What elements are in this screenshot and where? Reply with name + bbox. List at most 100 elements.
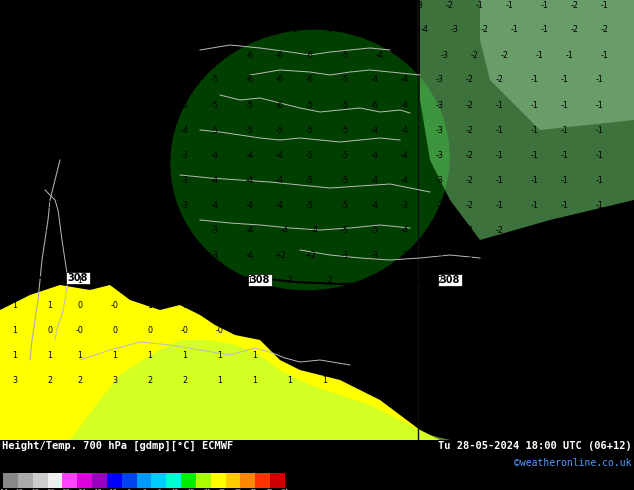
Text: -1: -1 xyxy=(146,275,154,285)
Text: -3: -3 xyxy=(436,125,444,134)
Text: -5: -5 xyxy=(211,50,219,59)
Text: -6: -6 xyxy=(191,0,199,9)
Text: -2: -2 xyxy=(356,325,364,335)
Text: -2: -2 xyxy=(571,25,579,34)
Text: -1: -1 xyxy=(596,225,604,235)
Text: -1: -1 xyxy=(531,150,539,160)
Text: -0: -0 xyxy=(496,350,504,360)
Text: -2: -2 xyxy=(46,125,54,134)
Text: -0: -0 xyxy=(211,300,219,310)
Bar xyxy=(92,473,107,488)
Text: -1: -1 xyxy=(566,300,574,310)
Text: -2: -2 xyxy=(146,225,154,235)
Text: -5: -5 xyxy=(341,50,349,59)
Text: -4: -4 xyxy=(401,125,409,134)
Text: 3: 3 xyxy=(112,375,117,385)
Text: +2: +2 xyxy=(274,250,286,260)
Text: -4: -4 xyxy=(376,50,384,59)
Text: -5: -5 xyxy=(341,200,349,210)
Text: -1: -1 xyxy=(76,275,84,285)
Text: -5: -5 xyxy=(306,125,314,134)
Text: -2: -2 xyxy=(466,100,474,109)
Text: 0: 0 xyxy=(392,350,398,360)
Text: -5: -5 xyxy=(231,25,239,34)
Text: -6: -6 xyxy=(246,75,254,84)
Text: -5: -5 xyxy=(341,150,349,160)
Text: 0: 0 xyxy=(142,489,146,490)
Text: -1: -1 xyxy=(46,150,54,160)
Text: -1: -1 xyxy=(11,100,19,109)
Text: -3: -3 xyxy=(451,25,459,34)
Bar xyxy=(122,473,136,488)
Text: -12: -12 xyxy=(107,489,118,490)
Text: -1: -1 xyxy=(531,125,539,134)
Text: -1: -1 xyxy=(536,50,544,59)
Text: -4: -4 xyxy=(401,175,409,185)
Text: -2: -2 xyxy=(481,25,489,34)
Text: -1: -1 xyxy=(561,150,569,160)
Text: 0: 0 xyxy=(498,375,503,385)
Text: -2: -2 xyxy=(111,100,119,109)
Bar xyxy=(181,473,196,488)
Bar xyxy=(166,473,181,488)
Text: 2: 2 xyxy=(13,75,18,84)
Text: -2: -2 xyxy=(41,25,49,34)
Text: -5: -5 xyxy=(246,125,254,134)
Text: -6: -6 xyxy=(276,75,284,84)
Polygon shape xyxy=(0,285,440,440)
Text: -6: -6 xyxy=(306,50,314,59)
Text: -0: -0 xyxy=(216,325,224,335)
Text: -2: -2 xyxy=(76,50,84,59)
Text: -1: -1 xyxy=(501,300,509,310)
Text: -2: -2 xyxy=(76,150,84,160)
Text: -5: -5 xyxy=(361,25,369,34)
Text: -3: -3 xyxy=(436,100,444,109)
Text: -3: -3 xyxy=(136,25,144,34)
Text: 1: 1 xyxy=(217,350,223,360)
Text: -3: -3 xyxy=(466,225,474,235)
Text: -2: -2 xyxy=(111,125,119,134)
Text: Height/Temp. 700 hPa [gdmp][°C] ECMWF: Height/Temp. 700 hPa [gdmp][°C] ECMWF xyxy=(2,441,233,451)
Bar xyxy=(18,473,33,488)
Text: -2: -2 xyxy=(11,25,19,34)
Text: 1: 1 xyxy=(112,350,117,360)
Text: -2: -2 xyxy=(146,200,154,210)
Text: -4: -4 xyxy=(246,250,254,260)
Text: -0: -0 xyxy=(46,275,54,285)
Text: -48: -48 xyxy=(13,489,24,490)
Text: -5: -5 xyxy=(201,25,209,34)
Text: -5: -5 xyxy=(341,125,349,134)
Text: -2: -2 xyxy=(601,25,609,34)
Text: -1: -1 xyxy=(471,300,479,310)
Text: -1: -1 xyxy=(11,250,19,260)
Text: -1: -1 xyxy=(566,350,574,360)
Text: ©weatheronline.co.uk: ©weatheronline.co.uk xyxy=(515,458,632,468)
Text: -1: -1 xyxy=(496,100,504,109)
Text: -18: -18 xyxy=(92,489,102,490)
Bar xyxy=(240,473,256,488)
Text: 2: 2 xyxy=(148,375,153,385)
Text: -2: -2 xyxy=(46,100,54,109)
Text: -4: -4 xyxy=(371,150,379,160)
Text: -5: -5 xyxy=(351,0,359,9)
Text: -6: -6 xyxy=(261,25,269,34)
Text: -4: -4 xyxy=(246,175,254,185)
Text: -0: -0 xyxy=(531,350,539,360)
Text: 36: 36 xyxy=(235,489,242,490)
Text: -2: -2 xyxy=(471,275,479,285)
Text: -2: -2 xyxy=(111,150,119,160)
Text: -1: -1 xyxy=(561,75,569,84)
Text: -3: -3 xyxy=(146,100,154,109)
Text: -1: -1 xyxy=(11,125,19,134)
Text: -0: -0 xyxy=(251,325,259,335)
Text: -1: -1 xyxy=(11,225,19,235)
Text: -1: -1 xyxy=(461,325,469,335)
Text: -3: -3 xyxy=(181,175,189,185)
Text: -0: -0 xyxy=(181,325,189,335)
Text: 54: 54 xyxy=(281,489,288,490)
Text: -2: -2 xyxy=(46,50,54,59)
Text: -1: -1 xyxy=(601,375,609,385)
Text: -3: -3 xyxy=(41,0,49,9)
Text: 0: 0 xyxy=(392,375,398,385)
Bar xyxy=(62,473,77,488)
